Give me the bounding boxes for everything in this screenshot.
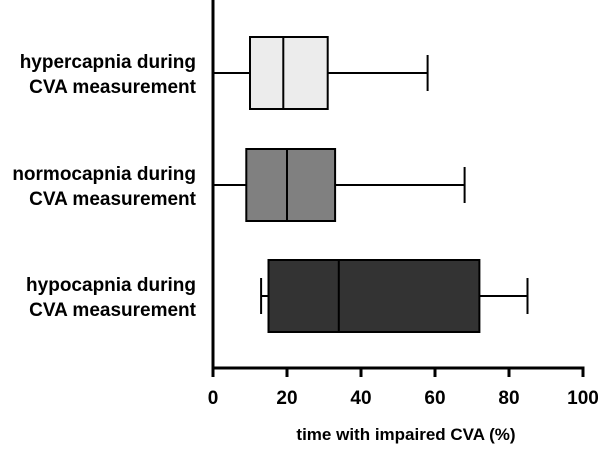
x-tick-label: 80 [498, 388, 519, 409]
x-tick-label: 20 [276, 388, 297, 409]
x-tick-label: 60 [424, 388, 445, 409]
axes-layer [211, 0, 585, 370]
box-group [213, 148, 466, 222]
x-axis-title: time with impaired CVA (%) [296, 425, 515, 444]
x-tick-label: 100 [567, 388, 598, 409]
category-label: normocapnia during CVA measurement [12, 164, 196, 210]
box-iqr [249, 36, 329, 110]
category-label-line: CVA measurement [29, 77, 197, 98]
category-label-line: CVA measurement [29, 189, 197, 210]
category-label: hypocapnia during CVA measurement [26, 275, 197, 321]
x-tick-label: 0 [208, 388, 219, 409]
category-label-line: normocapnia during [12, 164, 196, 185]
boxes-layer [213, 36, 529, 333]
x-tick-label: 40 [350, 388, 371, 409]
box-iqr [245, 148, 337, 222]
category-label-line: hypercapnia during [20, 52, 196, 73]
x-ticks-layer: 0 20 40 60 80 100 [208, 368, 598, 409]
category-label: hypercapnia during CVA measurement [20, 52, 197, 98]
box-group [213, 36, 429, 110]
box-iqr [267, 259, 481, 333]
category-label-line: hypocapnia during [26, 275, 196, 296]
category-labels-layer: hypercapnia during CVA measurementnormoca… [12, 52, 196, 321]
box-group [260, 259, 529, 333]
category-label-line: CVA measurement [29, 300, 197, 321]
